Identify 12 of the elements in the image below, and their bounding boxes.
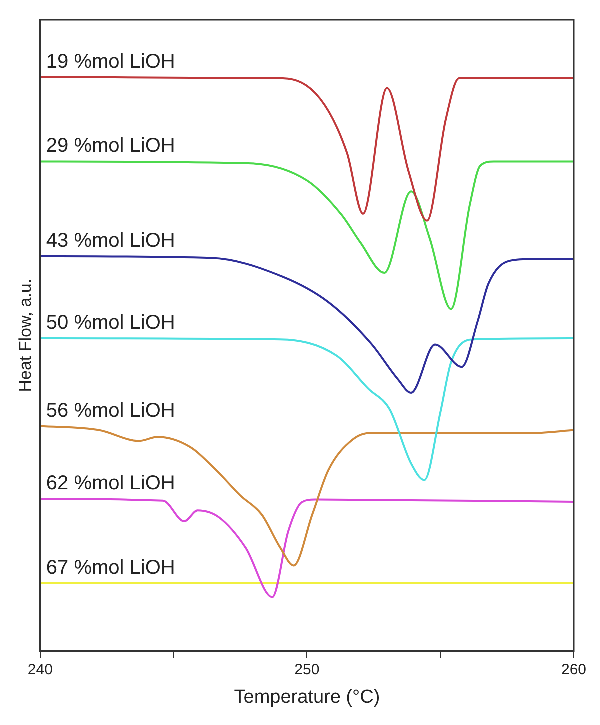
series-label: 67 %mol LiOH xyxy=(46,557,176,580)
series-label: 50 %mol LiOH xyxy=(46,312,176,334)
series-label: 29 %mol LiOH xyxy=(46,135,176,158)
x-tick-label: 250 xyxy=(294,661,320,678)
series-label: 19 %mol LiOH xyxy=(46,50,176,73)
x-tick-label: 260 xyxy=(561,661,587,678)
x-tick-label: 240 xyxy=(28,661,53,678)
series-label: 56 %mol LiOH xyxy=(46,400,176,422)
x-axis-title: Temperature (°C) xyxy=(234,686,380,708)
series-label: 62 %mol LiOH xyxy=(46,472,176,495)
y-axis-title: Heat Flow, a.u. xyxy=(16,278,35,392)
series-label: 43 %mol LiOH xyxy=(46,230,176,252)
